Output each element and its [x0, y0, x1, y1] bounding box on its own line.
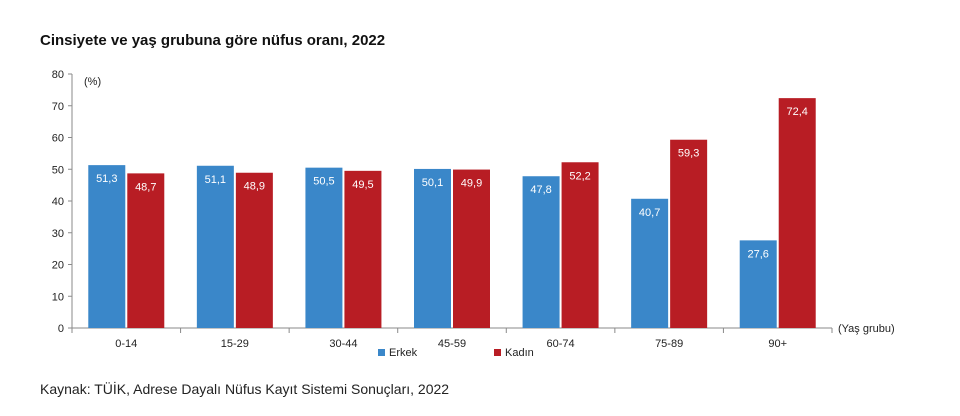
bar-kadn-0 [127, 173, 165, 328]
y-tick-label: 50 [52, 164, 64, 176]
bar-value-label: 27,6 [748, 248, 769, 260]
bar-erkek-4 [522, 176, 560, 328]
y-tick-label: 60 [52, 133, 64, 145]
legend-label: Erkek [389, 347, 418, 359]
bar-value-label: 48,7 [135, 181, 156, 193]
bar-kadn-4 [561, 162, 599, 328]
x-tick-label: 90+ [768, 338, 787, 350]
bar-value-label: 49,5 [352, 179, 373, 191]
x-axis-label: (Yaş grubu) [838, 323, 895, 335]
bar-erkek-3 [414, 168, 451, 328]
y-tick-label: 40 [52, 196, 64, 208]
y-tick-label: 80 [52, 69, 64, 81]
x-tick-label: 30-44 [329, 338, 357, 350]
bar-value-label: 48,9 [244, 181, 265, 193]
y-axis-unit-label: (%) [84, 76, 101, 88]
bar-kadn-2 [344, 170, 382, 328]
bar-erkek-1 [196, 165, 234, 328]
x-tick-label: 0-14 [115, 338, 137, 350]
y-axis: 0 10 20 30 40 50 60 70 80 [52, 69, 73, 335]
bar-kadn-1 [235, 172, 273, 328]
bar-value-label: 49,9 [461, 178, 482, 190]
bar-value-label: 59,3 [678, 148, 699, 160]
bar-erkek-6 [739, 240, 777, 328]
bar-erkek-2 [305, 167, 343, 328]
legend-swatch [378, 349, 385, 356]
y-tick-label: 10 [52, 291, 64, 303]
y-tick-label: 0 [58, 323, 64, 335]
bar-erkek-5 [631, 198, 669, 328]
legend: Erkek Kadın [378, 347, 534, 359]
bars-group: 51,3 48,7 51,1 48,9 50,5 49,5 50,1 49,9 47,8 52,2… [88, 98, 816, 328]
bar-value-label: 50,1 [422, 177, 443, 189]
y-tick-label: 30 [52, 228, 64, 240]
bar-value-label: 51,1 [205, 174, 226, 186]
bar-erkek-0 [88, 165, 126, 328]
x-axis: 0-14 15-29 30-44 45-59 60-74 75-89 90+ [71, 327, 833, 350]
bar-value-label: 47,8 [530, 184, 551, 196]
bar-value-label: 52,2 [569, 170, 590, 182]
source-note: Kaynak: TÜİK, Adrese Dayalı Nüfus Kayıt … [40, 380, 449, 397]
x-tick-label: 75-89 [655, 338, 683, 350]
bar-value-label: 51,3 [96, 173, 117, 185]
bar-kadn-6 [778, 98, 816, 328]
bar-value-label: 50,5 [313, 176, 334, 188]
chart-title: Cinsiyete ve yaş grubuna göre nüfus oran… [40, 32, 385, 49]
y-tick-label: 20 [52, 260, 64, 272]
legend-swatch [494, 349, 501, 356]
bar-kadn-5 [670, 139, 708, 328]
x-tick-label: 15-29 [221, 338, 249, 350]
bar-value-label: 40,7 [639, 207, 660, 219]
legend-label: Kadın [505, 347, 534, 359]
y-tick-label: 70 [52, 101, 64, 113]
bar-value-label: 72,4 [787, 106, 808, 118]
x-tick-label: 45-59 [438, 338, 466, 350]
x-tick-label: 60-74 [547, 338, 575, 350]
bar-kadn-3 [453, 169, 490, 328]
